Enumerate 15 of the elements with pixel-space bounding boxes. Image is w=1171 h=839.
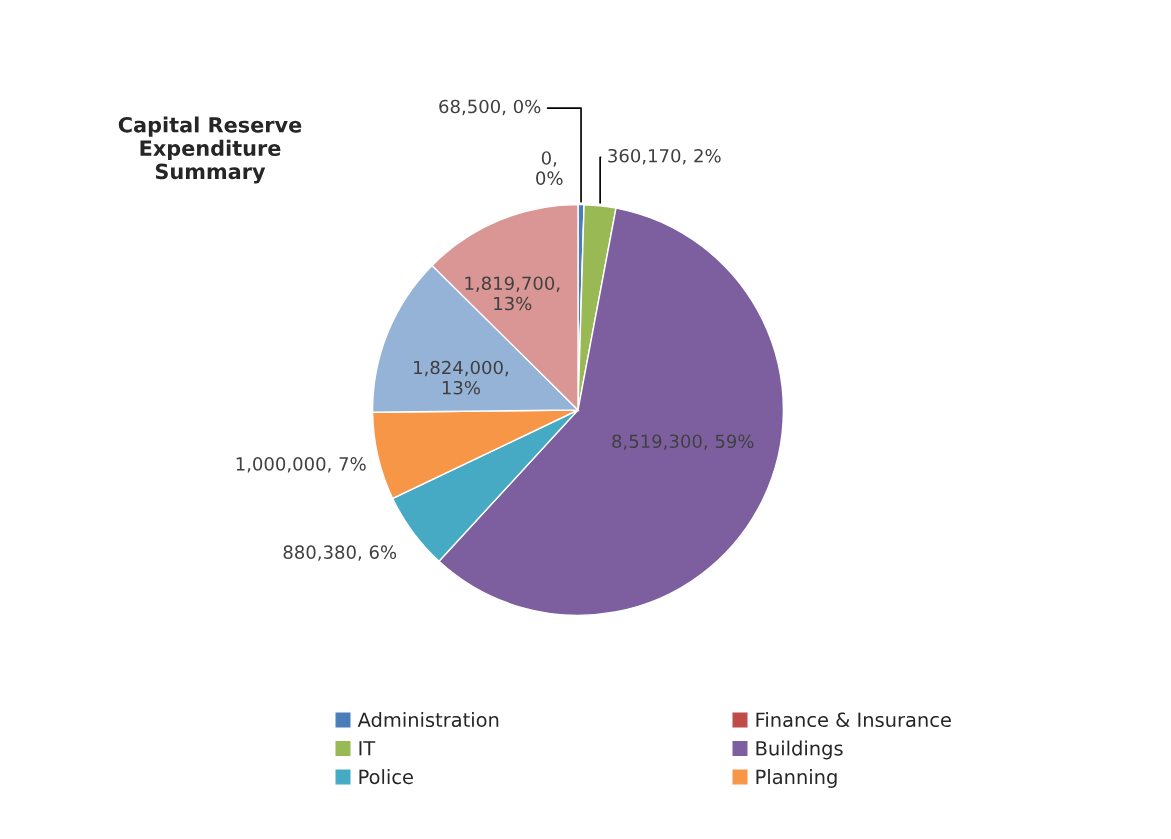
legend-label: Finance & Insurance <box>756 712 951 728</box>
text: Capital Reserve Expenditure Summary <box>118 116 302 184</box>
data-label: 68,500, 0% <box>439 99 541 116</box>
data-label: 1,824,000, 13% <box>414 360 508 395</box>
legend-label: Planning <box>756 769 837 788</box>
data-label: 1,819,700, 13% <box>465 276 560 311</box>
data-label: 1,000,000, 7% <box>236 457 366 473</box>
legend-label: Administration <box>357 712 499 728</box>
data-label: 880,380, 6% <box>283 545 397 561</box>
data-label: 8,519,300, 59% <box>612 434 754 450</box>
data-label: 360,170, 2% <box>608 148 721 165</box>
legend-label: Police <box>359 769 413 785</box>
legend-label: IT <box>359 741 376 756</box>
legend-label: Buildings <box>756 740 843 760</box>
text: 0, 0% <box>536 151 563 186</box>
